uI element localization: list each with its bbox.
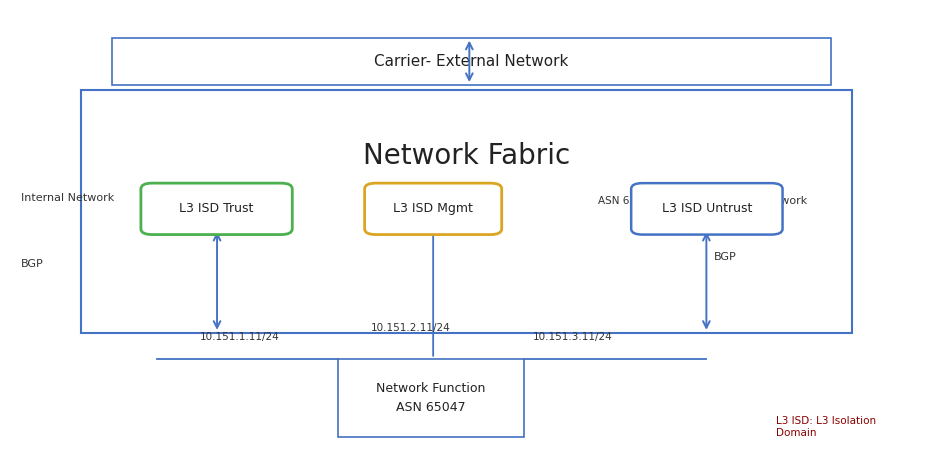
Text: Network Fabric: Network Fabric <box>363 142 570 170</box>
Text: ASN 65048: ASN 65048 <box>598 195 656 206</box>
Text: BGP: BGP <box>714 252 737 262</box>
FancyBboxPatch shape <box>365 183 502 235</box>
FancyBboxPatch shape <box>338 359 524 437</box>
Text: ASN 65048: ASN 65048 <box>224 195 282 206</box>
Text: Internal Network: Internal Network <box>714 195 807 206</box>
Text: 10.151.2.11/24: 10.151.2.11/24 <box>371 323 451 333</box>
FancyBboxPatch shape <box>631 183 783 235</box>
Text: Internal Network: Internal Network <box>21 193 114 203</box>
FancyBboxPatch shape <box>81 90 852 333</box>
Text: 10.151.3.11/24: 10.151.3.11/24 <box>533 332 613 343</box>
Text: L3 ISD Mgmt: L3 ISD Mgmt <box>393 202 473 215</box>
FancyBboxPatch shape <box>141 183 292 235</box>
Text: 10.151.1.11/24: 10.151.1.11/24 <box>200 332 280 343</box>
Text: L3 ISD Untrust: L3 ISD Untrust <box>662 202 752 215</box>
FancyBboxPatch shape <box>112 38 831 85</box>
Text: Internal Network: Internal Network <box>395 195 488 206</box>
Text: L3 ISD: L3 Isolation
Domain: L3 ISD: L3 Isolation Domain <box>776 416 876 438</box>
Text: L3 ISD Trust: L3 ISD Trust <box>179 202 254 215</box>
Text: BGP: BGP <box>21 259 44 270</box>
Text: Network Function
ASN 65047: Network Function ASN 65047 <box>376 382 486 414</box>
Text: Carrier- External Network: Carrier- External Network <box>374 54 568 69</box>
